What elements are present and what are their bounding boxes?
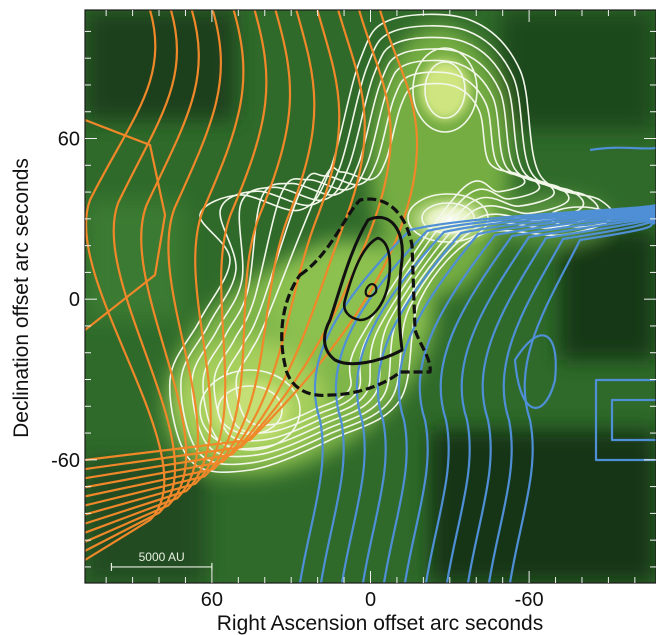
x-tick-labels: 60 0 -60 — [201, 589, 544, 611]
black-contour-inner — [342, 236, 392, 322]
orange-contour — [85, 10, 292, 507]
orange-contour — [85, 10, 341, 489]
scale-bar: 5000 AU — [110, 550, 213, 571]
blue-contour — [466, 218, 656, 583]
orange-contour — [85, 10, 268, 516]
orange-contour — [85, 10, 316, 498]
white-contour — [424, 61, 466, 119]
y-tick-label: 0 — [69, 289, 80, 311]
orange-contour — [85, 10, 419, 462]
y-axis-title: Declination offset arc seconds — [10, 158, 33, 438]
black-contour-core — [364, 283, 378, 298]
blue-contour — [487, 220, 656, 583]
blue-contour — [424, 214, 656, 583]
scale-bar-label: 5000 AU — [139, 550, 185, 564]
orange-contour — [85, 10, 179, 552]
blue-contour — [340, 207, 656, 583]
y-tick-label: -60 — [51, 450, 80, 472]
blue-contour — [594, 378, 656, 462]
blue-contour — [589, 146, 656, 152]
white-contour — [412, 47, 478, 133]
blue-contour — [508, 221, 656, 583]
x-tick-label: -60 — [515, 589, 544, 611]
y-tick-label: 60 — [58, 129, 80, 151]
white-contour — [199, 369, 301, 451]
x-tick-label: 60 — [201, 589, 223, 611]
white-contour — [421, 202, 475, 234]
blue-contour — [319, 205, 656, 583]
orange-contour — [85, 10, 245, 525]
orange-contour — [85, 10, 392, 471]
orange-contour — [85, 118, 167, 331]
orange-contour — [85, 10, 166, 561]
white-contour — [213, 59, 555, 442]
y-tick-labels: 60 0 -60 — [51, 129, 80, 472]
blue-contour — [403, 212, 656, 583]
black-contour-middle — [323, 216, 404, 366]
axis-ticks — [85, 10, 656, 583]
orange-contour — [85, 10, 200, 543]
x-tick-label: 0 — [365, 589, 376, 611]
white-contour — [235, 82, 526, 427]
blue-contour — [513, 334, 557, 409]
blue-contour — [610, 398, 656, 442]
orange-contour — [85, 10, 222, 534]
blue-contour — [445, 216, 656, 583]
x-axis-title: Right Ascension offset arc seconds — [217, 612, 543, 635]
black-contour-outer — [280, 197, 432, 398]
blue-contour — [298, 203, 656, 583]
black-contour-set — [280, 197, 432, 398]
white-contour — [202, 48, 570, 450]
